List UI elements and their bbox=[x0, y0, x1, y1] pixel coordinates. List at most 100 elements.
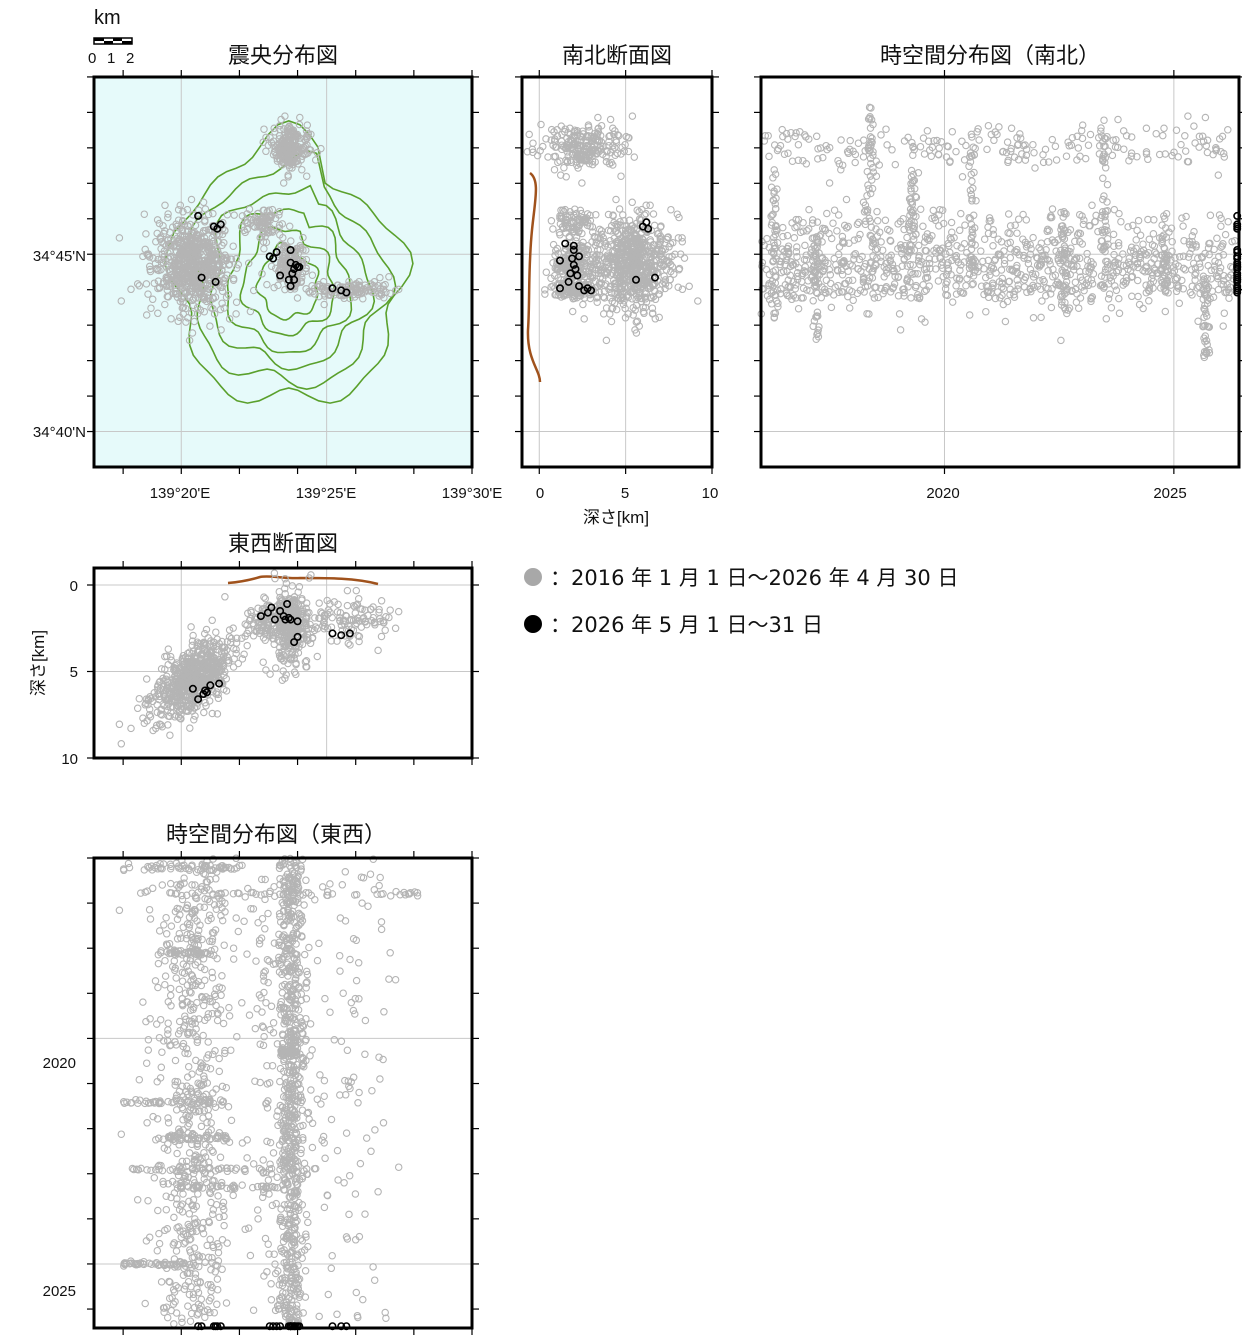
gray-quake bbox=[779, 223, 787, 232]
gray-quake bbox=[258, 270, 266, 278]
gray-quake bbox=[952, 147, 960, 156]
gray-quake bbox=[667, 205, 675, 214]
gray-quake bbox=[1074, 144, 1083, 152]
gray-quake bbox=[1062, 152, 1071, 160]
gray-quake bbox=[929, 206, 938, 215]
gray-quake bbox=[127, 285, 135, 294]
gray-quake bbox=[1004, 210, 1013, 218]
gray-quake bbox=[273, 154, 281, 163]
gray-quake bbox=[187, 228, 196, 236]
gray-quake bbox=[1149, 230, 1158, 238]
gray-quake bbox=[200, 629, 209, 638]
gray-quake bbox=[1024, 259, 1033, 268]
gray-quake bbox=[1177, 140, 1185, 149]
gray-quake bbox=[193, 234, 202, 243]
gray-quake bbox=[957, 209, 965, 218]
gray-quake bbox=[1134, 216, 1143, 225]
ns-xtick-1: 5 bbox=[621, 485, 629, 502]
gray-quake bbox=[1039, 150, 1047, 159]
gray-quake bbox=[215, 277, 224, 285]
gray-quake bbox=[146, 265, 154, 274]
gray-quake bbox=[174, 216, 183, 224]
epicenter-map-panel: 139°20'E 139°25'E 139°30'E 34°40'N 34°45… bbox=[33, 70, 502, 502]
gray-quake bbox=[249, 286, 258, 295]
gray-quake bbox=[1128, 292, 1136, 301]
gray-quake bbox=[279, 179, 288, 187]
gray-quake bbox=[142, 230, 150, 238]
gray-quake bbox=[171, 290, 180, 298]
gray-quake bbox=[962, 141, 970, 150]
gray-quake bbox=[201, 217, 209, 226]
gray-quake bbox=[279, 261, 288, 269]
gray-quake bbox=[200, 240, 209, 248]
gray-quake bbox=[1204, 261, 1212, 270]
gray-quake bbox=[525, 130, 533, 139]
gray-quake bbox=[1076, 294, 1085, 302]
gray-quake bbox=[190, 715, 198, 724]
gray-quake bbox=[219, 277, 228, 285]
gray-quake bbox=[218, 287, 227, 295]
gray-quake bbox=[1051, 142, 1060, 151]
gray-quake bbox=[544, 153, 552, 161]
gray-quake bbox=[877, 131, 885, 139]
gray-quake bbox=[790, 234, 799, 242]
gray-quake bbox=[1224, 217, 1232, 226]
gray-quake bbox=[771, 204, 780, 213]
gray-quake bbox=[655, 313, 663, 322]
gray-quake bbox=[579, 300, 587, 309]
gray-quake bbox=[850, 251, 858, 259]
gray-quake bbox=[812, 132, 821, 141]
gray-quake bbox=[170, 241, 179, 249]
gray-quake bbox=[777, 285, 785, 293]
gray-quake bbox=[948, 127, 957, 136]
gray-quake bbox=[189, 301, 198, 310]
gray-quake bbox=[1217, 222, 1225, 230]
gray-quake bbox=[1214, 171, 1223, 179]
gray-quake bbox=[262, 147, 270, 156]
gray-quake bbox=[617, 172, 625, 180]
gray-quake bbox=[1178, 214, 1186, 222]
gray-quake bbox=[184, 314, 192, 322]
gray-quake bbox=[117, 740, 126, 748]
gray-quake bbox=[983, 145, 991, 154]
gray-quake bbox=[628, 112, 637, 120]
gray-quake bbox=[179, 303, 188, 312]
gray-quake bbox=[1179, 222, 1187, 230]
gray-quake bbox=[263, 280, 271, 289]
gray-quake bbox=[1221, 230, 1230, 239]
gray-quake bbox=[201, 205, 210, 213]
gray-quake bbox=[580, 315, 588, 323]
ns-xlabel: 深さ[km] bbox=[583, 508, 649, 527]
gray-quake bbox=[161, 300, 169, 309]
gray-quake bbox=[159, 278, 168, 286]
gray-quake bbox=[187, 195, 196, 204]
gray-quake bbox=[292, 149, 300, 158]
gray-quake bbox=[916, 142, 925, 151]
gray-quake bbox=[282, 150, 290, 159]
gray-quake bbox=[369, 281, 377, 290]
gray-quake bbox=[615, 205, 624, 213]
gray-quake bbox=[208, 261, 217, 270]
gray-quake bbox=[550, 165, 559, 174]
gray-quake bbox=[1047, 303, 1056, 312]
gray-quake bbox=[997, 266, 1006, 274]
gray-quake bbox=[1029, 314, 1038, 322]
gray-quake bbox=[822, 276, 831, 285]
gray-quake bbox=[204, 210, 213, 219]
gray-quake bbox=[975, 136, 983, 144]
gray-quake bbox=[185, 336, 194, 345]
gray-quake bbox=[173, 226, 181, 235]
gray-quake bbox=[920, 150, 929, 158]
ns-topography-line bbox=[526, 171, 542, 383]
gray-quake bbox=[883, 141, 891, 149]
gray-quake bbox=[213, 237, 222, 246]
gray-quake bbox=[189, 275, 198, 283]
gray-quake bbox=[208, 616, 216, 625]
gray-quake bbox=[178, 284, 186, 293]
gray-quake bbox=[296, 241, 304, 250]
gray-quake bbox=[201, 226, 210, 235]
gray-quake bbox=[1019, 210, 1027, 219]
gray-quake bbox=[1132, 236, 1140, 244]
gray-quake bbox=[198, 277, 207, 285]
gray-quake bbox=[218, 241, 226, 250]
